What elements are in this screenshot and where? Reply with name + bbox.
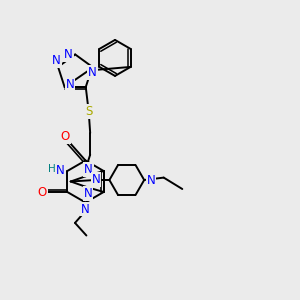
Text: N: N <box>66 77 74 91</box>
Text: N: N <box>84 163 93 176</box>
Text: S: S <box>85 105 92 118</box>
Text: N: N <box>88 66 97 79</box>
Text: N: N <box>146 173 155 187</box>
Text: N: N <box>80 202 89 216</box>
Text: N: N <box>64 48 73 61</box>
Text: N: N <box>52 54 61 68</box>
Text: N: N <box>56 164 65 178</box>
Text: N: N <box>92 173 100 186</box>
Text: H: H <box>48 164 56 174</box>
Text: O: O <box>38 185 47 199</box>
Text: N: N <box>84 187 92 200</box>
Text: O: O <box>61 130 70 143</box>
